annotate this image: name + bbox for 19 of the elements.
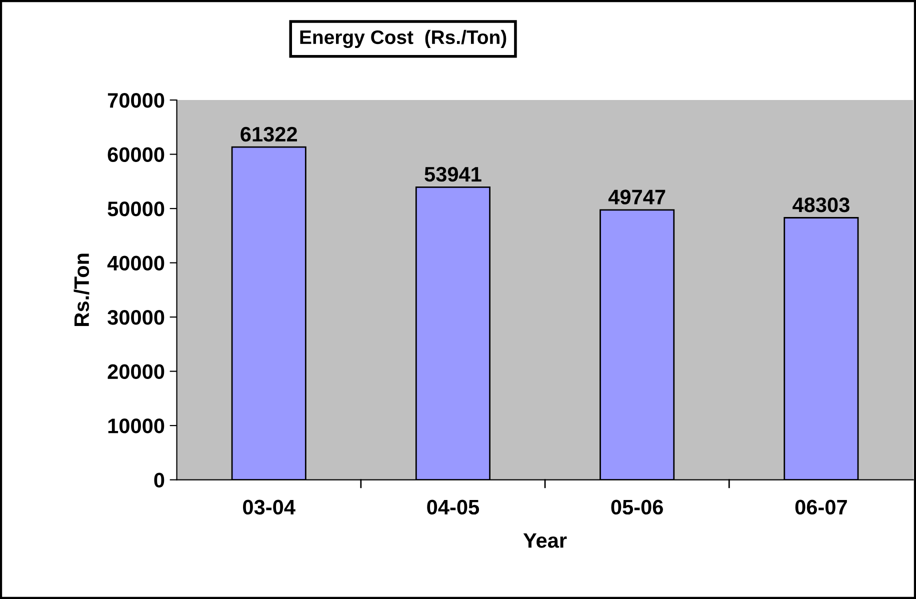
x-tick-label: 06-07 xyxy=(795,500,847,515)
chart-title: Energy Cost (Rs./Ton) xyxy=(300,30,506,48)
x-tick-label: 04-05 xyxy=(427,500,480,515)
x-tick-label: 05-06 xyxy=(611,500,663,515)
y-tick-label: 40000 xyxy=(107,256,164,271)
y-tick-label: 30000 xyxy=(108,310,164,325)
x-axis-title: Year xyxy=(523,533,567,548)
y-tick-label: 20000 xyxy=(108,364,164,380)
y-tick-label: 0 xyxy=(154,472,164,488)
y-tick-label: 60000 xyxy=(108,147,164,162)
data-label: 61322 xyxy=(240,126,297,142)
y-tick-label: 70000 xyxy=(108,93,164,108)
data-label: 48303 xyxy=(792,197,850,212)
x-tick-label: 03-04 xyxy=(243,500,296,515)
y-tick-label: 50000 xyxy=(108,202,164,216)
data-label: 49747 xyxy=(608,190,666,204)
y-tick-label: 10000 xyxy=(108,418,164,434)
y-axis-title: Rs./Ton xyxy=(74,254,90,326)
data-label: 53941 xyxy=(424,166,482,182)
